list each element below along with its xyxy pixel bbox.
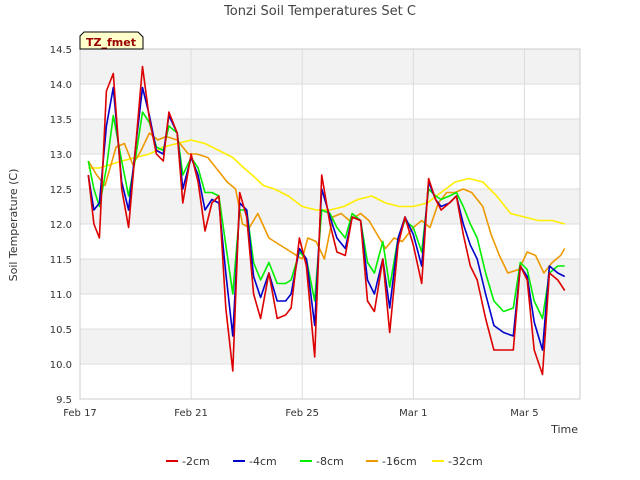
series-lines bbox=[87, 65, 566, 376]
legend-label: -8cm bbox=[316, 455, 344, 468]
grid-band bbox=[80, 329, 580, 364]
y-tick-label: 13.5 bbox=[50, 115, 72, 126]
legend-label: -4cm bbox=[249, 455, 277, 468]
x-tick-label: Feb 25 bbox=[285, 408, 319, 419]
y-tick-label: 11.0 bbox=[50, 290, 72, 301]
station-label: TZ_fmet bbox=[86, 36, 136, 49]
grid-band bbox=[80, 49, 580, 84]
y-tick-label: 9.5 bbox=[56, 395, 72, 406]
x-tick-label: Mar 1 bbox=[399, 408, 427, 419]
x-axis-ticks: Feb 17 Feb 21 Feb 25 Mar 1 Mar 5 bbox=[63, 408, 538, 419]
legend-label: -2cm bbox=[182, 455, 210, 468]
y-tick-label: 12.0 bbox=[50, 220, 72, 231]
chart-title: Tonzi Soil Temperatures Set C bbox=[223, 4, 416, 19]
y-axis-label: Soil Temperature (C) bbox=[7, 169, 20, 282]
legend-label: -32cm bbox=[448, 455, 483, 468]
legend: -2cm -4cm -8cm -16cm -32cm bbox=[166, 455, 483, 468]
legend-label: -16cm bbox=[382, 455, 417, 468]
x-axis-label: Time bbox=[550, 423, 578, 436]
grid-band bbox=[80, 259, 580, 294]
series-line-2cm bbox=[87, 65, 566, 376]
y-tick-label: 10.0 bbox=[50, 360, 72, 371]
y-tick-label: 12.5 bbox=[50, 185, 72, 196]
y-tick-label: 10.5 bbox=[50, 325, 72, 336]
x-tick-label: Mar 5 bbox=[510, 408, 538, 419]
y-axis-ticks: 9.5 10.0 10.5 11.0 11.5 12.0 12.5 13.0 13.5 14.0 1… bbox=[50, 45, 72, 406]
x-tick-label: Feb 17 bbox=[63, 408, 97, 419]
y-tick-label: 14.5 bbox=[50, 45, 72, 56]
x-tick-label: Feb 21 bbox=[174, 408, 208, 419]
y-tick-label: 14.0 bbox=[50, 80, 72, 91]
station-label-box: TZ_fmet bbox=[79, 31, 144, 50]
y-tick-label: 11.5 bbox=[50, 255, 72, 266]
plot-border bbox=[79, 48, 581, 400]
y-tick-label: 13.0 bbox=[50, 150, 72, 161]
